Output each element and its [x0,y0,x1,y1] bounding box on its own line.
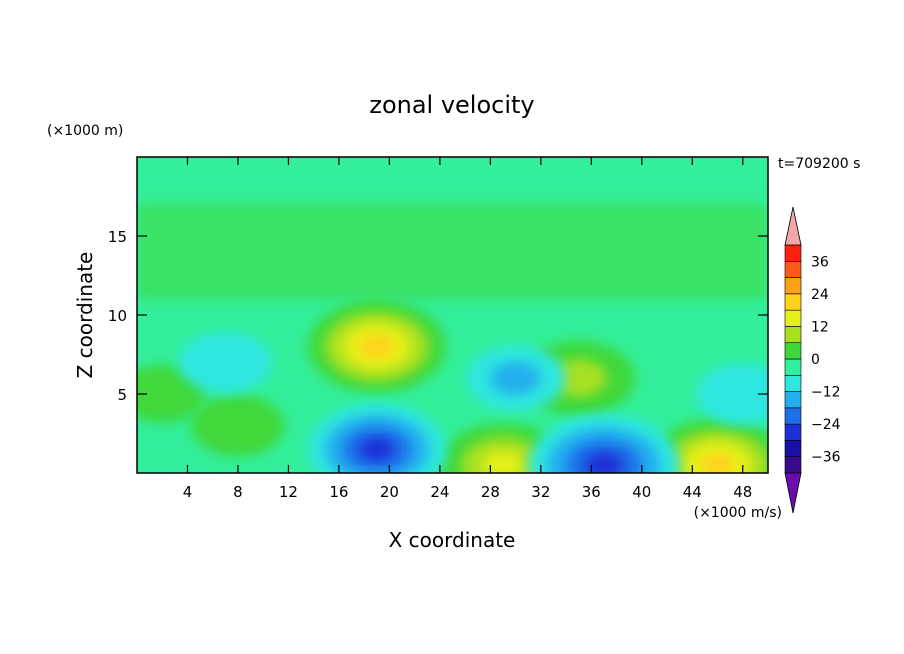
velocity-field [137,204,768,473]
colorbar-tick-label: −12 [811,385,841,401]
x-tick-label: 40 [632,483,651,501]
x-tick-label: 12 [279,483,298,501]
field-feature-6-level-4 [585,452,623,473]
colorbar-segment-9 [784,309,802,327]
colorbar-tick-label: 0 [811,352,820,368]
x-tick-label: 32 [531,483,550,501]
x-tick-label: 20 [380,483,399,501]
colorbar-tick-label: 36 [811,254,829,270]
plot-area [137,157,768,473]
field-feature-3-level-3 [482,451,524,473]
x-axis-label: X coordinate [389,528,516,552]
x-tick-label: 48 [733,483,752,501]
x-unit-label: (×1000 m/s) [694,505,782,521]
colorbar-tick-label: −24 [811,417,841,433]
colorbar-segment-10 [784,293,802,311]
colorbar-segment-7 [784,342,802,360]
y-axis-label: Z coordinate [73,252,97,379]
colorbar-segment-12 [784,260,802,278]
colorbar-tick-label: −36 [811,450,841,466]
colorbar-segment-0 [784,456,802,474]
x-tick-label: 28 [481,483,500,501]
colorbar-extend-top [784,206,802,246]
field-feature-10-level-1 [695,363,768,425]
field-feature-1-level-2 [550,359,607,397]
field-feature-4-level-1 [191,394,285,457]
field-feature-2-level-4 [700,453,735,473]
upper-band [137,204,768,300]
colorbar-segment-3 [784,407,802,425]
colorbar: 36 24 12 0 −12 −24 −36 [784,206,841,514]
field-feature-5-level-4 [359,437,395,461]
colorbar-segment-2 [784,423,802,441]
y-axis: 5 10 15 [108,228,768,404]
field-feature-9-level-2 [490,361,541,395]
x-tick-label: 8 [233,483,243,501]
colorbar-segment-1 [784,440,802,458]
colorbar-tick-label: 12 [811,319,829,335]
colorbar-tick-label: 24 [811,287,829,303]
chart-title: zonal velocity [369,91,534,119]
x-tick-label: 36 [582,483,601,501]
colorbar-segment-8 [784,326,802,344]
x-tick-label: 4 [183,483,193,501]
y-tick-label: 15 [108,228,127,246]
field-feature-8-level-1 [178,331,273,394]
y-tick-label: 10 [108,307,127,325]
field-feature-0-level-4 [359,335,395,359]
time-label: t=709200 s [778,156,860,172]
x-axis: 4 8 12 16 20 24 28 32 36 40 44 48 [183,157,752,501]
colorbar-extend-bottom [784,472,802,514]
colorbar-segment-13 [784,244,802,262]
x-tick-label: 16 [329,483,348,501]
colorbar-segment-4 [784,391,802,409]
x-tick-label: 24 [430,483,449,501]
colorbar-segment-5 [784,374,802,392]
colorbar-segment-11 [784,277,802,295]
y-tick-label: 5 [117,386,127,404]
y-unit-label: (×1000 m) [47,123,123,139]
colorbar-segment-6 [784,358,802,376]
x-tick-label: 44 [683,483,702,501]
